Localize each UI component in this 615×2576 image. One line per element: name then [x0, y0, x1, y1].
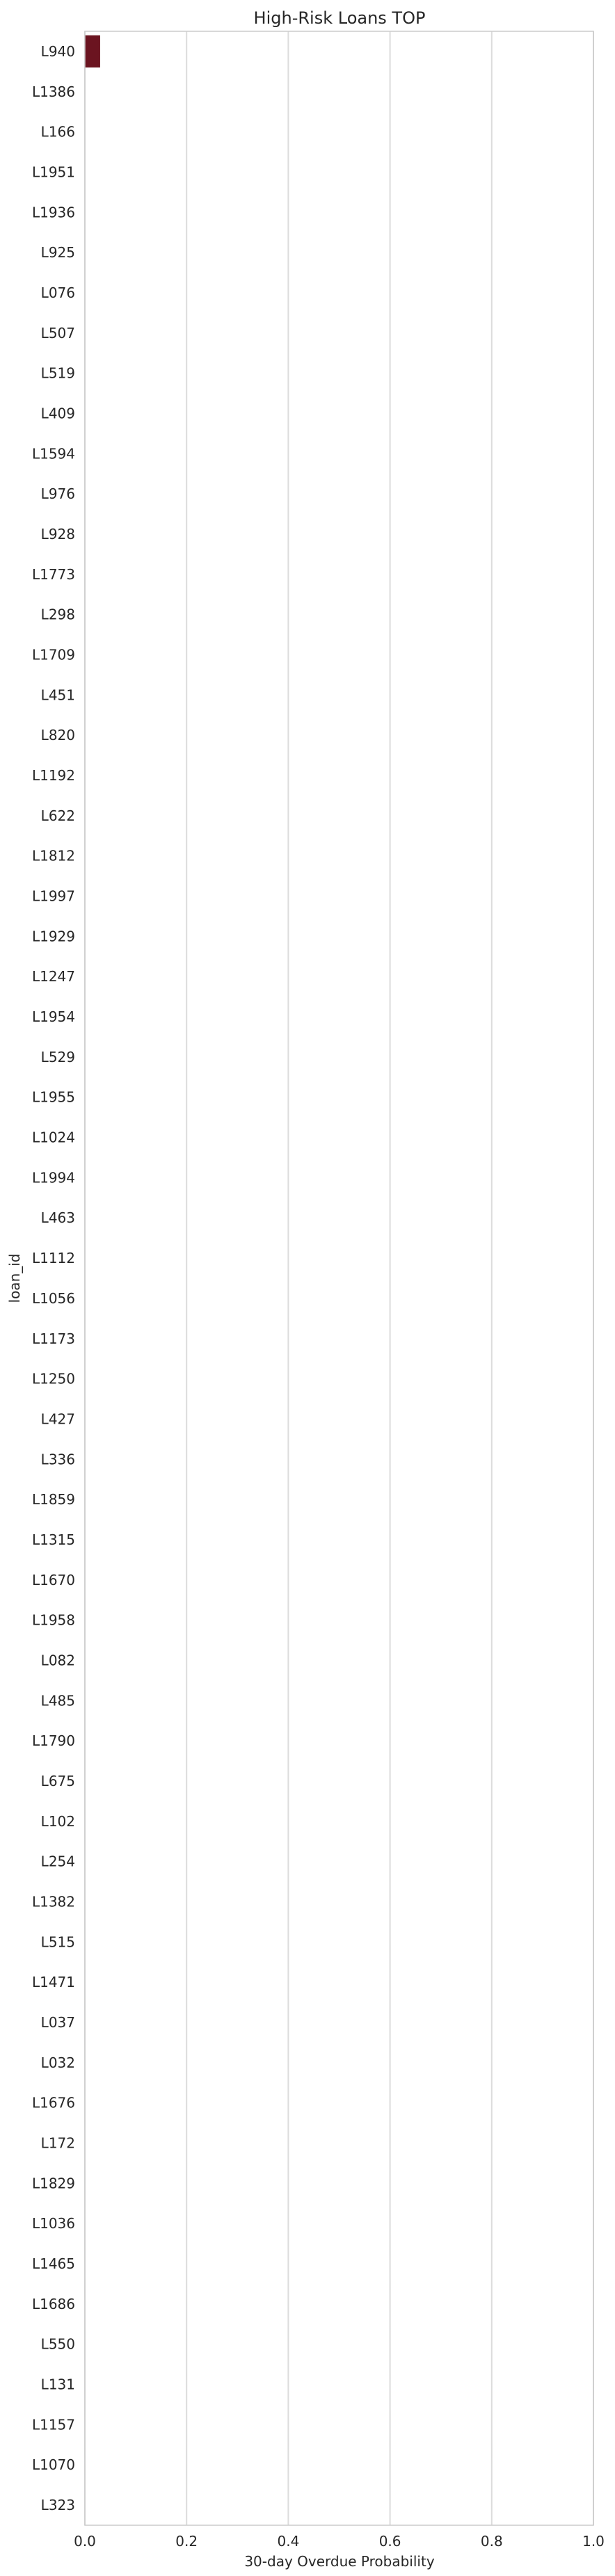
- y-tick-label: L427: [41, 1410, 75, 1427]
- y-tick-label: L1471: [32, 1974, 75, 1990]
- y-tick-label: L1676: [32, 2095, 75, 2111]
- y-tick-label: L076: [41, 284, 75, 301]
- y-tick-label: L409: [41, 405, 75, 421]
- y-tick-label: L1382: [32, 1894, 75, 1910]
- y-tick-label: L1936: [32, 204, 75, 220]
- x-tick-labels: 0.0 0.2 0.4 0.6 0.8 1.0: [74, 2533, 605, 2550]
- y-tick-label: L1670: [32, 1572, 75, 1588]
- y-tick-label: L082: [41, 1652, 75, 1668]
- y-tick-label: L1036: [32, 2215, 75, 2232]
- y-tick-label: L1929: [32, 928, 75, 944]
- y-tick-label: L1386: [32, 83, 75, 100]
- y-tick-label: L1594: [32, 445, 75, 462]
- y-tick-label: L485: [41, 1692, 75, 1709]
- y-tick-label: L1157: [32, 2416, 75, 2433]
- y-tick-label: L1250: [32, 1371, 75, 1387]
- y-tick-label: L323: [41, 2497, 75, 2513]
- y-tick-label: L131: [41, 2376, 75, 2393]
- y-tick-label: L1951: [32, 163, 75, 180]
- y-tick-label: L1465: [32, 2255, 75, 2272]
- y-tick-label: L1173: [32, 1330, 75, 1347]
- y-axis-label: loan_id: [6, 1254, 23, 1303]
- bar-l940: [85, 35, 100, 67]
- grid-lines: [85, 31, 593, 2525]
- y-tick-label: L1024: [32, 1129, 75, 1146]
- y-tick-label: L550: [41, 2336, 75, 2353]
- y-tick-label: L1056: [32, 1290, 75, 1307]
- y-tick-label: L507: [41, 325, 75, 341]
- y-tick-label: L622: [41, 807, 75, 824]
- x-tick-label: 1.0: [582, 2533, 605, 2550]
- y-tick-label: L1997: [32, 888, 75, 905]
- y-tick-label: L166: [41, 124, 75, 140]
- y-tick-label: L1686: [32, 2296, 75, 2312]
- y-tick-label: L1192: [32, 767, 75, 784]
- y-tick-label: L1247: [32, 968, 75, 985]
- y-tick-label: L1954: [32, 1008, 75, 1025]
- y-tick-label: L1070: [32, 2456, 75, 2473]
- y-tick-label: L172: [41, 2135, 75, 2152]
- y-tick-label: L1958: [32, 1612, 75, 1629]
- y-tick-label: L032: [41, 2054, 75, 2071]
- y-tick-label: L1812: [32, 848, 75, 864]
- y-tick-label: L928: [41, 526, 75, 542]
- y-tick-label: L675: [41, 1773, 75, 1789]
- y-tick-label: L976: [41, 485, 75, 502]
- y-tick-label: L1859: [32, 1491, 75, 1508]
- y-tick-label: L820: [41, 727, 75, 743]
- y-tick-label: L298: [41, 606, 75, 623]
- y-tick-label: L529: [41, 1049, 75, 1065]
- x-tick-label: 0.4: [277, 2533, 299, 2550]
- x-tick-label: 0.0: [74, 2533, 96, 2550]
- y-tick-label: L1955: [32, 1089, 75, 1106]
- x-axis-label: 30-day Overdue Probability: [244, 2553, 434, 2570]
- x-tick-label: 0.2: [175, 2533, 198, 2550]
- y-tick-label: L463: [41, 1209, 75, 1226]
- y-tick-label: L1773: [32, 566, 75, 583]
- y-tick-label: L1709: [32, 647, 75, 663]
- bars: [85, 35, 100, 67]
- y-tick-label: L519: [41, 365, 75, 382]
- y-tick-label: L1315: [32, 1531, 75, 1548]
- y-tick-label: L102: [41, 1813, 75, 1830]
- chart-title: High-Risk Loans TOP: [254, 8, 426, 28]
- plot-frame: [85, 31, 593, 2525]
- y-tick-label: L1112: [32, 1250, 75, 1266]
- x-tick-label: 0.8: [481, 2533, 503, 2550]
- x-tick-label: 0.6: [379, 2533, 401, 2550]
- y-tick-label: L515: [41, 1933, 75, 1950]
- y-tick-label: L1829: [32, 2175, 75, 2191]
- y-tick-label: L451: [41, 686, 75, 703]
- y-tick-label: L925: [41, 244, 75, 261]
- y-tick-label: L037: [41, 2014, 75, 2031]
- y-tick-label: L254: [41, 1853, 75, 1870]
- y-tick-label: L1994: [32, 1169, 75, 1186]
- y-tick-label: L336: [41, 1451, 75, 1467]
- y-tick-label: L940: [41, 43, 75, 60]
- y-tick-label: L1790: [32, 1732, 75, 1749]
- y-tick-labels: L940 L1386 L166 L1951 L1936 L925 L076 L507 L519 L…: [32, 43, 75, 2513]
